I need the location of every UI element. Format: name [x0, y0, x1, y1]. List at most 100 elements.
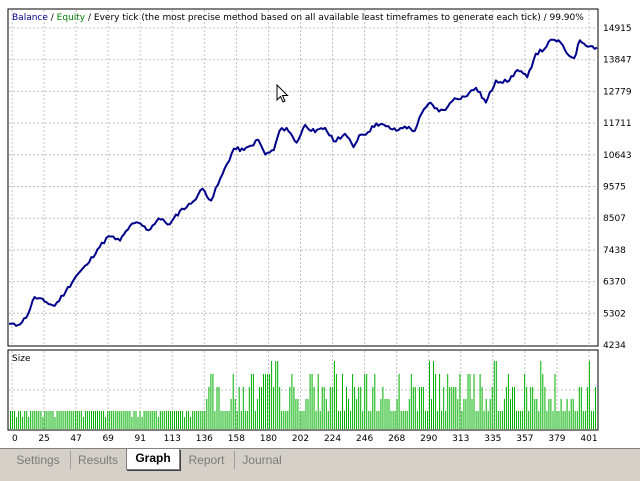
- size-bar: [335, 374, 337, 429]
- tester-tab-bar: Settings Results Graph Report Journal: [0, 448, 640, 481]
- size-bar: [204, 411, 206, 429]
- size-bar: [32, 411, 34, 429]
- size-bar: [151, 411, 153, 429]
- size-bar: [394, 411, 396, 429]
- size-bar: [88, 411, 90, 429]
- x-tick-label: 335: [484, 434, 501, 444]
- size-bar: [113, 411, 115, 429]
- size-bar: [234, 399, 236, 429]
- size-bar: [350, 411, 352, 429]
- size-bar: [271, 361, 273, 429]
- size-bar: [28, 417, 30, 429]
- size-bar: [550, 399, 552, 429]
- size-bar: [256, 399, 258, 429]
- size-bar: [532, 387, 534, 429]
- size-bar: [453, 387, 455, 429]
- size-bar: [78, 411, 80, 429]
- size-bar: [305, 399, 307, 429]
- size-bar: [420, 387, 422, 429]
- size-bar: [163, 411, 165, 429]
- size-bar: [479, 374, 481, 429]
- x-axis-labels: 0 25 47 69 91 113 136 158 180 202 224 246 268 290 313 3…: [12, 434, 598, 444]
- size-bar: [327, 411, 329, 429]
- size-bar: [392, 411, 394, 429]
- x-tick-label: 246: [356, 434, 373, 444]
- size-bar: [297, 399, 299, 429]
- size-bar: [68, 411, 70, 429]
- size-bar: [125, 411, 127, 429]
- size-bar: [520, 411, 522, 429]
- size-bar: [18, 411, 20, 429]
- size-bar: [497, 411, 499, 429]
- size-bar: [366, 374, 368, 429]
- size-bar: [487, 411, 489, 429]
- size-bar: [240, 411, 242, 429]
- size-bar: [194, 411, 196, 429]
- size-bar: [115, 411, 117, 429]
- size-bar: [556, 411, 558, 429]
- size-bar: [378, 411, 380, 429]
- size-bar: [135, 411, 137, 429]
- y-tick-label: 7438: [603, 246, 626, 256]
- size-bar: [518, 411, 520, 429]
- y-tick-label: 8507: [603, 214, 626, 224]
- size-bar: [20, 411, 22, 429]
- size-bar: [344, 411, 345, 429]
- size-bar: [578, 387, 580, 429]
- size-bar: [390, 411, 392, 429]
- size-bar: [427, 411, 428, 429]
- size-bar: [58, 411, 60, 429]
- size-bar: [574, 411, 576, 429]
- size-bar: [101, 411, 103, 429]
- size-bar: [406, 411, 408, 429]
- x-tick-label: 158: [228, 434, 245, 444]
- tab-journal[interactable]: Journal: [242, 453, 282, 467]
- tab-results[interactable]: Results: [70, 451, 127, 469]
- size-bar: [129, 411, 131, 429]
- size-bar: [76, 411, 78, 429]
- x-tick-label: 268: [388, 434, 405, 444]
- size-bar: [580, 387, 582, 429]
- size-bar: [252, 374, 254, 429]
- size-bar: [435, 374, 437, 429]
- size-bar: [42, 417, 44, 429]
- size-bar: [99, 411, 101, 429]
- size-bar: [147, 411, 149, 429]
- size-bar: [95, 411, 96, 429]
- size-bar: [348, 399, 349, 429]
- size-bar: [105, 417, 107, 429]
- tab-graph[interactable]: Graph: [126, 449, 180, 470]
- size-bar: [364, 374, 366, 429]
- tab-settings[interactable]: Settings: [6, 451, 71, 469]
- size-bar: [386, 399, 388, 429]
- size-bar: [465, 399, 467, 429]
- x-tick-label: 290: [420, 434, 437, 444]
- size-bar: [384, 399, 386, 429]
- size-bar: [582, 411, 584, 429]
- y-tick-label: 6370: [603, 278, 626, 288]
- size-bar: [370, 411, 372, 429]
- size-bar: [337, 411, 339, 429]
- chart-header: Balance / Equity / Every tick (the most …: [12, 13, 584, 23]
- size-bar: [372, 387, 374, 429]
- size-bar: [56, 411, 58, 429]
- size-bar: [159, 411, 161, 429]
- size-bar: [222, 411, 224, 429]
- size-bar: [538, 411, 540, 429]
- size-bar: [447, 374, 449, 429]
- size-bar: [382, 387, 384, 429]
- size-bar: [291, 374, 293, 429]
- header-separator: /: [48, 13, 57, 23]
- tab-report[interactable]: Report: [179, 451, 235, 469]
- size-bar: [190, 417, 192, 429]
- size-bar: [455, 387, 457, 429]
- size-bar: [250, 374, 252, 429]
- size-bar: [560, 399, 562, 429]
- size-bar: [287, 411, 289, 429]
- size-bar: [325, 399, 327, 429]
- size-bar: [542, 374, 544, 429]
- y-axis-labels: 14915 13847 12779 11711 10643 9575 8507 7438 637…: [603, 24, 632, 351]
- size-bar: [558, 411, 560, 429]
- size-bar: [368, 411, 370, 429]
- size-bar: [593, 411, 594, 429]
